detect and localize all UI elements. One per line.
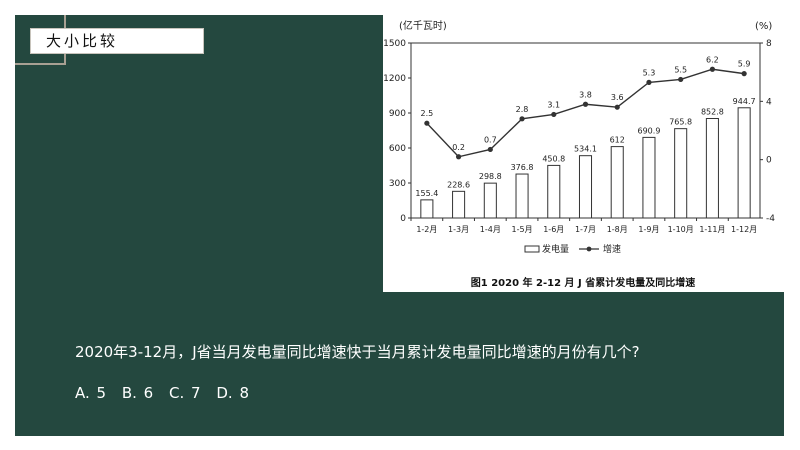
bar-value-label: 534.1 — [574, 145, 597, 154]
bar-value-label: 298.8 — [479, 172, 502, 181]
growth-value-label: 0.2 — [452, 143, 465, 152]
growth-value-label: 2.5 — [420, 109, 433, 118]
legend-line-marker — [586, 246, 592, 252]
bar — [547, 164, 561, 219]
left-tick-label: 900 — [389, 109, 406, 119]
x-tick-label: 1-3月 — [448, 225, 469, 234]
growth-point — [455, 154, 462, 160]
option-c[interactable]: C. 7 — [169, 384, 201, 402]
growth-value-label: 2.8 — [516, 105, 529, 114]
growth-value-label: 3.1 — [547, 100, 560, 109]
answer-options: A. 5 B. 6 C. 7 D. 8 — [75, 384, 258, 402]
x-tick-label: 1-6月 — [543, 225, 564, 234]
right-tick-label: 0 — [766, 156, 772, 166]
x-tick-label: 1-10月 — [668, 225, 694, 234]
option-a[interactable]: A. 5 — [75, 384, 107, 402]
right-axis-unit: (%) — [755, 21, 772, 32]
bar-value-label: 228.6 — [447, 180, 470, 189]
x-tick-label: 1-2月 — [416, 225, 437, 234]
x-tick-label: 1-11月 — [699, 225, 725, 234]
growth-value-label: 3.6 — [611, 93, 624, 102]
bar — [420, 199, 434, 219]
option-b[interactable]: B. 6 — [121, 384, 154, 402]
x-tick-label: 1-7月 — [575, 225, 596, 234]
growth-point — [582, 101, 589, 107]
growth-value-label: 3.8 — [579, 90, 592, 99]
bar-value-label: 612 — [610, 136, 625, 145]
x-tick-label: 1-5月 — [512, 225, 533, 234]
bar-value-label: 690.9 — [638, 126, 661, 135]
legend-line-label: 增速 — [603, 243, 621, 255]
growth-point — [614, 104, 620, 110]
growth-point — [551, 111, 557, 118]
bar-value-label: 944.7 — [733, 97, 756, 106]
right-tick-label: 4 — [766, 97, 772, 107]
chart-container: 0 300 600 900 1200 1500 -4 0 4 8 1-2月 1-3月 1-4月 1-5月 1… — [383, 15, 784, 292]
bar — [674, 128, 688, 219]
bar — [610, 146, 624, 219]
bar — [515, 173, 529, 219]
left-tick-label: 1500 — [383, 39, 406, 49]
x-tick-label: 1-9月 — [638, 225, 659, 234]
growth-point — [709, 66, 716, 72]
growth-value-label: 6.2 — [706, 55, 719, 64]
chart-title: 图1 2020 年 2-12 月 J 省累计发电量及同比增速 — [471, 276, 695, 289]
x-tick-label: 1-12月 — [731, 225, 757, 234]
bar-value-label: 450.8 — [542, 154, 565, 163]
right-tick-label: -4 — [766, 214, 775, 224]
growth-point — [519, 116, 525, 122]
bar — [642, 136, 656, 219]
bar-value-label: 852.8 — [701, 108, 724, 117]
growth-line — [426, 68, 745, 158]
x-tick-label: 1-4月 — [480, 225, 501, 234]
bar-value-label: 765.8 — [669, 118, 692, 127]
legend-bar-swatch — [524, 245, 540, 253]
bar — [705, 118, 719, 219]
bar-value-label: 155.4 — [415, 189, 438, 198]
growth-value-label: 0.7 — [484, 135, 497, 144]
chart-svg: 0 300 600 900 1200 1500 -4 0 4 8 1-2月 1-3月 1-4月 1-5月 1… — [383, 19, 775, 289]
x-tick-label: 1-8月 — [607, 225, 628, 234]
bar-value-label: 376.8 — [511, 163, 534, 172]
growth-point — [424, 120, 430, 126]
legend-bar-label: 发电量 — [542, 243, 569, 255]
growth-point — [646, 79, 652, 85]
question-text: 2020年3-12月，J省当月发电量同比增速快于当月累计发电量同比增速的月份有几… — [75, 343, 640, 361]
bar — [452, 190, 466, 219]
left-tick-label: 600 — [389, 144, 406, 154]
growth-point — [741, 71, 747, 77]
growth-point — [678, 76, 684, 83]
option-d[interactable]: D. 8 — [216, 384, 249, 402]
growth-value-label: 5.3 — [643, 68, 656, 77]
left-axis-unit: (亿千瓦时) — [399, 19, 447, 32]
bar — [483, 182, 497, 219]
left-tick-label: 300 — [389, 179, 406, 189]
growth-value-label: 5.5 — [674, 65, 687, 74]
left-tick-label: 0 — [400, 214, 406, 224]
right-tick-label: 8 — [766, 39, 772, 49]
growth-point — [487, 146, 493, 153]
left-tick-label: 1200 — [383, 74, 406, 84]
section-title: 大小比较 — [30, 28, 204, 54]
bar — [737, 107, 751, 219]
growth-value-label: 5.9 — [738, 60, 751, 69]
bar — [578, 155, 593, 219]
